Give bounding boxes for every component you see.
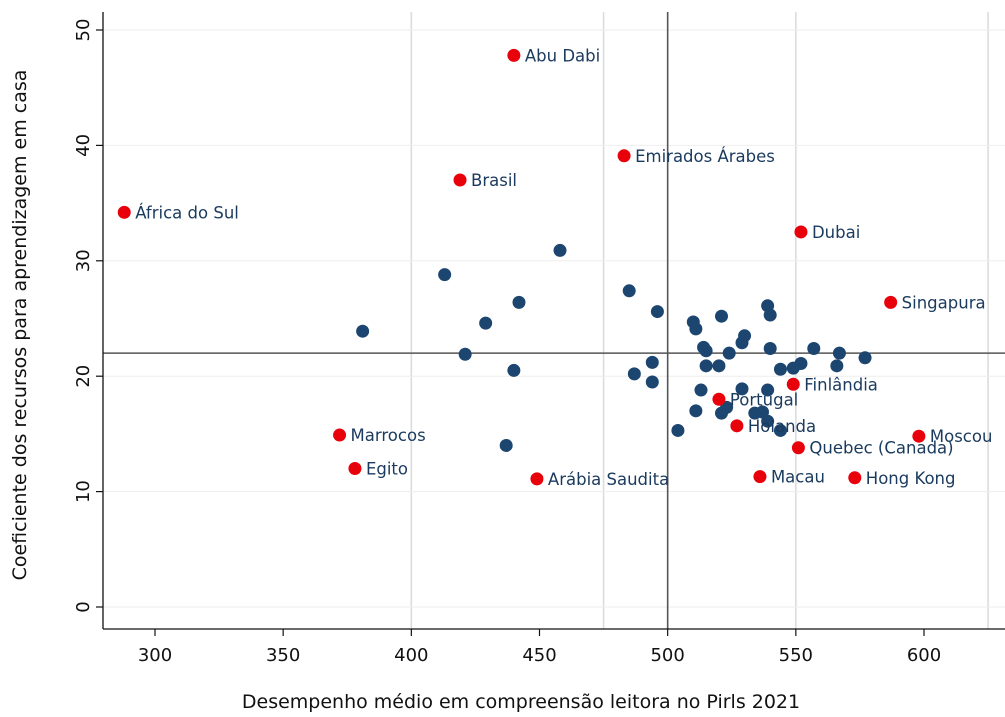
highlighted-point <box>333 428 347 442</box>
data-point <box>645 355 659 369</box>
data-point <box>671 423 685 437</box>
data-point <box>438 268 452 282</box>
point-label: Emirados Árabes <box>635 147 775 166</box>
x-tick-label: 450 <box>522 645 556 666</box>
point-label: Egito <box>366 460 408 479</box>
highlighted-point <box>730 419 744 433</box>
data-point <box>773 362 787 376</box>
highlighted-point <box>348 462 362 476</box>
data-point <box>763 342 777 356</box>
y-tick-label: 40 <box>73 134 94 157</box>
x-tick-label: 300 <box>138 645 172 666</box>
ticks: 300 350 400 450 500 550 600 0 10 20 30 40 50 <box>73 19 941 666</box>
highlighted-point <box>530 472 544 486</box>
point-label: Abu Dabi <box>525 46 600 65</box>
data-point <box>738 329 752 343</box>
y-tick-label: 50 <box>73 19 94 42</box>
point-label: Portugal <box>730 390 798 409</box>
data-point <box>714 309 728 323</box>
reference-lines <box>103 12 1005 629</box>
point-label: Marrocos <box>351 426 426 445</box>
axes <box>102 12 1005 630</box>
point-label: Singapura <box>902 293 986 312</box>
highlighted-point <box>117 205 131 219</box>
point-label: Quebec (Canada) <box>809 439 953 458</box>
data-point <box>689 404 703 418</box>
data-point <box>622 284 636 298</box>
data-point <box>694 383 708 397</box>
point-label: Holanda <box>748 417 816 436</box>
y-axis-title: Coeficiente dos recursos para aprendizag… <box>9 70 31 581</box>
data-point <box>830 359 844 373</box>
point-label: Moscou <box>930 427 993 446</box>
y-tick-label: 30 <box>73 249 94 272</box>
point-label: Arábia Saudita <box>548 470 669 489</box>
point-label: Dubai <box>812 223 860 242</box>
data-point <box>356 324 370 338</box>
data-point <box>645 375 659 389</box>
point-labels: Abu Dabi Emirados Árabes Brasil África do S… <box>135 46 992 489</box>
data-point <box>553 243 567 257</box>
data-point <box>794 357 808 371</box>
highlighted-point <box>848 471 862 485</box>
data-points <box>117 48 926 486</box>
data-point <box>507 363 521 377</box>
x-tick-label: 400 <box>394 645 428 666</box>
data-point <box>512 295 526 309</box>
data-point <box>699 344 713 358</box>
highlighted-point <box>791 441 805 455</box>
point-label: Brasil <box>471 171 517 190</box>
data-point <box>499 438 513 452</box>
point-label: Hong Kong <box>866 469 956 488</box>
data-point <box>763 308 777 322</box>
highlighted-point <box>617 149 631 163</box>
y-tick-label: 0 <box>73 601 94 612</box>
data-point <box>627 367 641 381</box>
highlighted-point <box>712 392 726 406</box>
gridlines <box>103 12 1005 629</box>
highlighted-point <box>912 429 926 443</box>
x-tick-label: 600 <box>907 645 941 666</box>
data-point <box>735 382 749 396</box>
data-point <box>773 423 787 437</box>
data-point <box>807 342 821 356</box>
highlighted-point <box>786 377 800 391</box>
data-point <box>761 414 775 428</box>
point-label: África do Sul <box>135 203 239 222</box>
data-point <box>689 322 703 336</box>
data-point <box>699 359 713 373</box>
x-tick-label: 500 <box>650 645 684 666</box>
x-axis-title: Desempenho médio em compreensão leitora … <box>242 691 800 713</box>
data-point <box>720 400 734 414</box>
data-point <box>832 346 846 360</box>
data-point <box>458 347 472 361</box>
highlighted-point <box>884 295 898 309</box>
x-tick-label: 350 <box>266 645 300 666</box>
data-point <box>858 351 872 365</box>
point-label: Finlândia <box>804 375 878 394</box>
data-point <box>722 346 736 360</box>
highlighted-point <box>507 48 521 62</box>
data-point <box>712 359 726 373</box>
highlighted-point <box>753 470 767 484</box>
highlighted-point <box>453 173 467 187</box>
data-point <box>650 305 664 319</box>
y-tick-label: 10 <box>73 480 94 503</box>
data-point <box>479 316 493 330</box>
point-label: Macau <box>771 468 825 487</box>
highlighted-point <box>794 225 808 239</box>
y-tick-label: 20 <box>73 365 94 388</box>
data-point <box>761 383 775 397</box>
x-tick-label: 550 <box>779 645 813 666</box>
